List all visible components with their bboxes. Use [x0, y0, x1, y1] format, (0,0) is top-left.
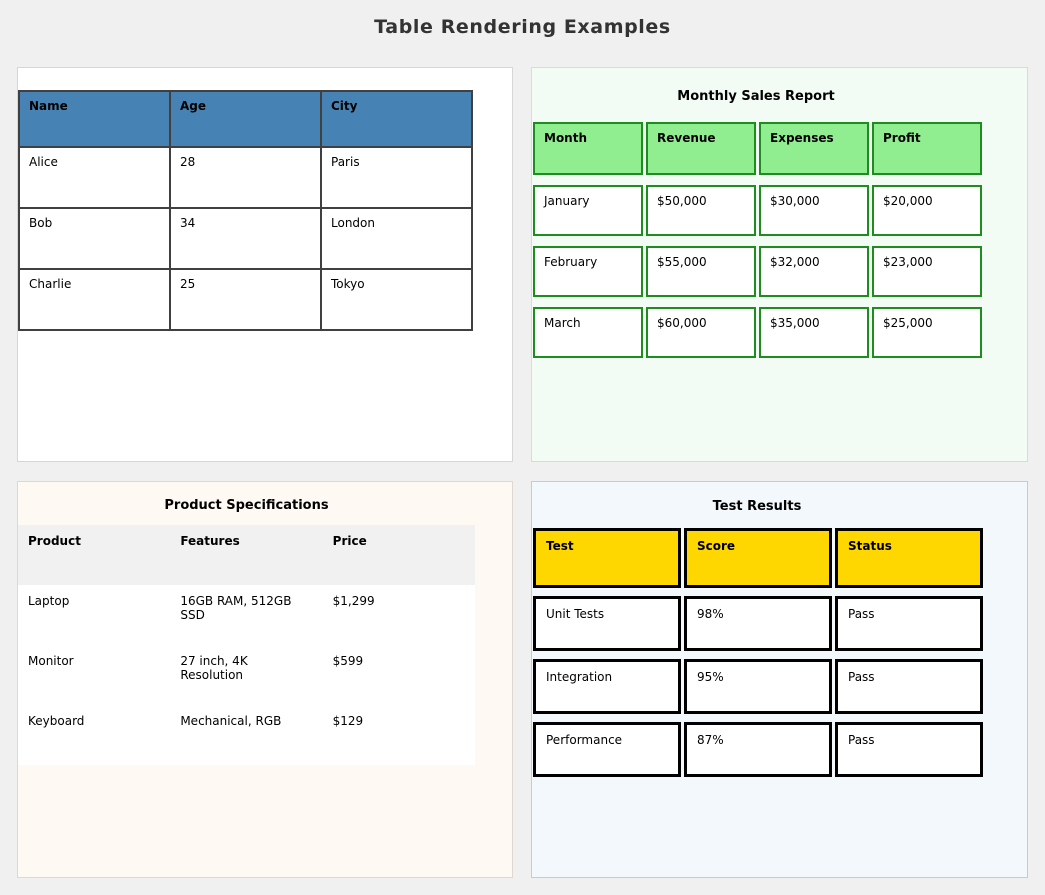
table-cell: Charlie: [18, 268, 171, 331]
table-cell: $20,000: [872, 185, 982, 236]
table-cell: March: [533, 307, 643, 358]
table-cell: $129: [332, 714, 364, 728]
table-cell: $1,299: [332, 594, 375, 608]
table-cell: January: [533, 185, 643, 236]
column-header: Month: [533, 122, 643, 175]
table-row: Keyboard Mechanical, RGB $129: [18, 705, 475, 765]
table-cell: Paris: [320, 146, 473, 209]
header-row: Name Age City: [18, 90, 473, 148]
table-cell: Integration: [533, 659, 681, 714]
table-cell: Monitor: [28, 654, 74, 668]
product-specifications-title: Product Specifications: [164, 498, 329, 513]
table-cell: 16GB RAM, 512GB SSD: [180, 594, 292, 622]
table-cell: 87%: [684, 722, 832, 777]
table-cell: Laptop: [28, 594, 70, 608]
table-row: Performance 87% Pass: [533, 722, 983, 777]
header-row: Product Features Price: [18, 525, 475, 585]
table-cell: London: [320, 207, 473, 270]
table-cell: Pass: [835, 659, 983, 714]
table-cell: 28: [169, 146, 322, 209]
table-cell: 98%: [684, 596, 832, 651]
column-header: City: [320, 90, 473, 148]
header-row: Month Revenue Expenses Profit: [533, 122, 982, 175]
test-results-title: Test Results: [712, 499, 802, 514]
table-cell: $55,000: [646, 246, 756, 297]
header-row: Test Score Status: [533, 528, 983, 588]
table-row: March $60,000 $35,000 $25,000: [533, 307, 982, 358]
test-results-table: Test Score Status Unit Tests 98% Pass Integrat…: [532, 520, 986, 785]
table-cell: $60,000: [646, 307, 756, 358]
table-cell: 27 inch, 4K Resolution: [180, 654, 248, 682]
table-cell: $32,000: [759, 246, 869, 297]
table-cell: $23,000: [872, 246, 982, 297]
table-row: January $50,000 $30,000 $20,000: [533, 185, 982, 236]
column-header: Name: [18, 90, 171, 148]
table-cell: 95%: [684, 659, 832, 714]
column-header: Status: [835, 528, 983, 588]
table-cell: Unit Tests: [533, 596, 681, 651]
table-cell: Keyboard: [28, 714, 85, 728]
column-header: Revenue: [646, 122, 756, 175]
table-cell: $30,000: [759, 185, 869, 236]
table-cell: February: [533, 246, 643, 297]
product-specifications-table: Product Features Price Laptop 16GB RAM, 512G…: [18, 525, 475, 765]
table-cell: Bob: [18, 207, 171, 270]
table-cell: 25: [169, 268, 322, 331]
sales-report-table: Month Revenue Expenses Profit January $50,000…: [532, 112, 985, 368]
table-row: Unit Tests 98% Pass: [533, 596, 983, 651]
table-cell: Pass: [835, 722, 983, 777]
table-row: Monitor 27 inch, 4K Resolution $599: [18, 645, 475, 705]
column-header: Price: [322, 525, 475, 585]
sales-report-title: Monthly Sales Report: [677, 89, 835, 104]
table-cell: Performance: [533, 722, 681, 777]
simple-table-panel: Name Age City Alice 28 Paris Bob 34 London Charli…: [17, 67, 513, 462]
table-cell: Mechanical, RGB: [180, 714, 282, 728]
column-header: Expenses: [759, 122, 869, 175]
table-row: Charlie 25 Tokyo: [18, 268, 473, 331]
column-header: Age: [169, 90, 322, 148]
page-title: Table Rendering Examples: [374, 16, 671, 38]
table-row: February $55,000 $32,000 $23,000: [533, 246, 982, 297]
column-header: Product: [18, 525, 171, 585]
column-header: Test: [533, 528, 681, 588]
column-header: Score: [684, 528, 832, 588]
simple-table: Name Age City Alice 28 Paris Bob 34 London Charli…: [18, 90, 473, 331]
product-specifications-panel: Product Specifications Product Features Pr…: [17, 481, 513, 878]
table-row: Laptop 16GB RAM, 512GB SSD $1,299: [18, 585, 475, 645]
table-cell: $599: [332, 654, 364, 668]
table-cell: Pass: [835, 596, 983, 651]
table-row: Integration 95% Pass: [533, 659, 983, 714]
table-cell: $50,000: [646, 185, 756, 236]
table-cell: Alice: [18, 146, 171, 209]
column-header: Profit: [872, 122, 982, 175]
test-results-panel: Test Results Test Score Status Unit Tests 98…: [531, 481, 1028, 878]
column-header: Features: [170, 525, 323, 585]
table-cell: Tokyo: [320, 268, 473, 331]
table-cell: $25,000: [872, 307, 982, 358]
sales-report-panel: Monthly Sales Report Month Revenue Expense…: [531, 67, 1028, 462]
table-cell: 34: [169, 207, 322, 270]
table-row: Bob 34 London: [18, 207, 473, 270]
table-row: Alice 28 Paris: [18, 146, 473, 209]
table-cell: $35,000: [759, 307, 869, 358]
